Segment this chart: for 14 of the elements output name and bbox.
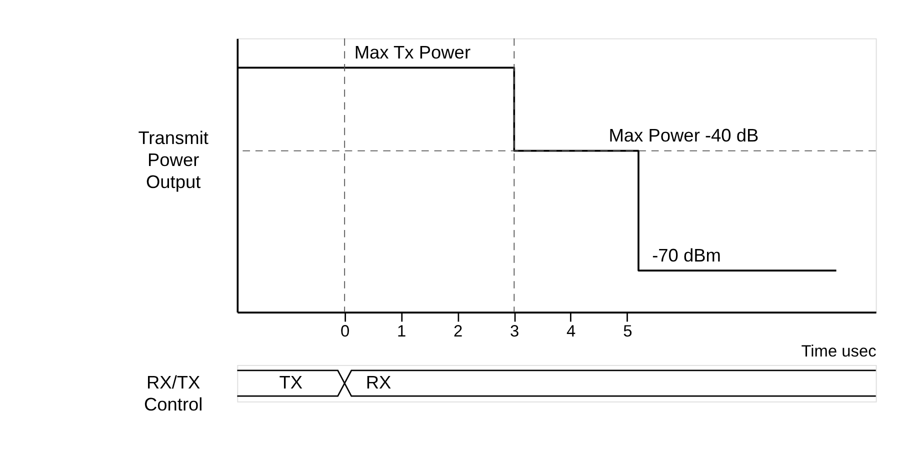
x-tick-label: 3 — [510, 322, 520, 340]
annotation: Max Tx Power — [354, 42, 471, 63]
text: RX — [366, 372, 392, 393]
text: RX/TX Control — [144, 372, 203, 415]
x-tick-label: 0 — [340, 322, 350, 340]
x-tick-label: 4 — [566, 322, 576, 340]
x-tick-label: 1 — [397, 322, 406, 340]
annotation: Max Power -40 dB — [608, 124, 759, 146]
x-tick-label: 2 — [454, 322, 463, 340]
y-axis-title: Transmit Power Output — [138, 127, 208, 192]
x-axis-title: Time usec — [801, 342, 876, 360]
x-tick-label: 5 — [623, 322, 632, 340]
text: TX — [279, 372, 303, 393]
annotation: -70 dBm — [652, 244, 721, 266]
